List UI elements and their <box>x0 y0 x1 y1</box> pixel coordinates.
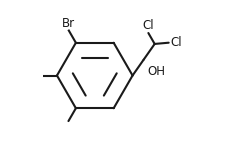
Text: Cl: Cl <box>170 36 182 49</box>
Text: OH: OH <box>147 65 165 78</box>
Text: Br: Br <box>62 17 75 30</box>
Text: Cl: Cl <box>143 19 154 32</box>
